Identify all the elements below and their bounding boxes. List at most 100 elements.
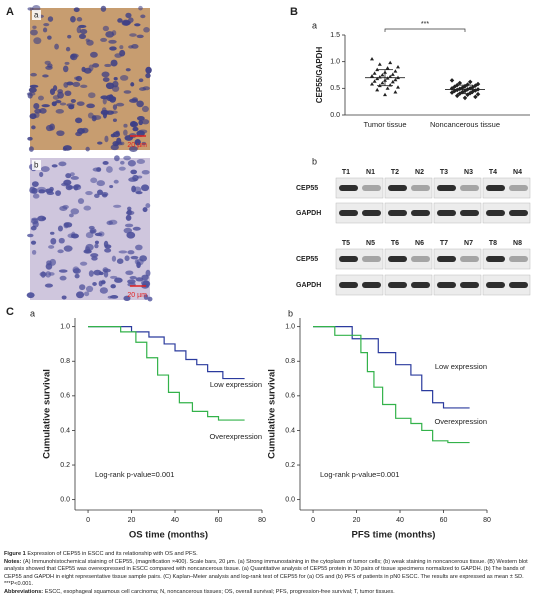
- cell-nucleus: [52, 95, 60, 100]
- blot-box: [384, 248, 433, 270]
- cell-nucleus: [143, 294, 149, 300]
- lane-label: N8: [513, 240, 522, 247]
- cell-nucleus: [131, 185, 137, 193]
- cell-nucleus: [59, 102, 67, 106]
- blot-band: [460, 256, 479, 262]
- cell-nucleus: [80, 84, 88, 89]
- blot-band: [411, 185, 430, 191]
- cell-nucleus: [129, 275, 137, 280]
- cell-nucleus: [83, 249, 92, 254]
- cell-nucleus: [125, 12, 132, 19]
- survival-curve: [88, 326, 245, 421]
- cell-nucleus: [61, 295, 67, 300]
- cell-nucleus: [135, 277, 144, 282]
- cell-nucleus: [91, 256, 98, 261]
- blot-band: [437, 210, 456, 216]
- label-box: [32, 160, 41, 170]
- cell-nucleus: [72, 268, 81, 274]
- cell-nucleus: [88, 270, 94, 277]
- cell-nucleus: [136, 175, 143, 179]
- cell-nucleus: [77, 128, 85, 134]
- cell-nucleus: [110, 284, 116, 289]
- lane-label: T3: [440, 169, 448, 176]
- cell-nucleus: [109, 46, 117, 51]
- cell-nucleus: [140, 14, 146, 19]
- cell-nucleus: [128, 145, 138, 152]
- data-point: [385, 66, 390, 70]
- caption-label: Abbreviations:: [4, 588, 44, 595]
- cell-nucleus: [138, 120, 143, 126]
- data-point: [370, 57, 374, 61]
- cell-nucleus: [42, 74, 49, 78]
- cell-nucleus: [39, 171, 44, 178]
- cell-nucleus: [110, 295, 119, 299]
- cell-nucleus: [124, 223, 134, 228]
- lane-label: N6: [415, 240, 424, 247]
- cell-nucleus: [102, 268, 111, 273]
- cell-nucleus: [128, 17, 134, 23]
- cell-nucleus: [39, 271, 47, 277]
- caption-text: Expression of CEP55 in ESCC and its rela…: [27, 551, 198, 557]
- cell-nucleus: [102, 161, 109, 165]
- cell-nucleus: [46, 191, 55, 196]
- blot-band: [437, 282, 456, 288]
- data-point: [383, 92, 387, 97]
- cell-nucleus: [99, 287, 108, 294]
- x-tick-label: 40: [171, 517, 179, 524]
- cell-nucleus: [90, 229, 96, 233]
- cell-nucleus: [63, 245, 73, 252]
- cell-nucleus: [97, 189, 103, 196]
- x-tick-label: 60: [440, 517, 448, 524]
- lane-label: T6: [391, 240, 399, 247]
- cell-nucleus: [70, 54, 76, 60]
- cell-nucleus: [123, 129, 128, 136]
- lane-label: N7: [464, 240, 473, 247]
- x-tick-label: 80: [483, 517, 491, 524]
- y-axis-label: Cumulative survival: [267, 369, 278, 459]
- cell-nucleus: [49, 186, 54, 192]
- lane-label: T1: [342, 169, 350, 176]
- panel-label: C: [6, 306, 14, 318]
- blot-band: [388, 210, 407, 216]
- cell-nucleus: [63, 81, 69, 88]
- blot-box: [433, 202, 482, 224]
- cell-nucleus: [129, 33, 137, 37]
- cell-nucleus: [70, 15, 76, 23]
- series-label: Overexpression: [209, 432, 262, 441]
- cell-nucleus: [135, 244, 143, 251]
- cell-nucleus: [37, 95, 44, 101]
- cell-nucleus: [116, 258, 124, 264]
- cell-nucleus: [49, 123, 55, 131]
- cell-nucleus: [114, 155, 120, 162]
- y-tick-label: 1.0: [60, 323, 70, 330]
- cell-nucleus: [100, 5, 107, 12]
- cell-nucleus: [123, 123, 128, 128]
- cell-nucleus: [85, 146, 90, 152]
- cell-nucleus: [102, 193, 108, 198]
- blot-band: [411, 210, 430, 216]
- data-point: [372, 79, 377, 83]
- cell-nucleus: [142, 207, 148, 213]
- data-point: [375, 76, 380, 81]
- cell-nucleus: [76, 101, 85, 106]
- cell-nucleus: [145, 203, 151, 209]
- blot-box: [482, 274, 531, 296]
- blot-band: [509, 256, 528, 262]
- cell-nucleus: [30, 29, 38, 36]
- data-point: [388, 60, 393, 65]
- cell-nucleus: [85, 285, 94, 293]
- cell-nucleus: [48, 245, 55, 249]
- cell-nucleus: [51, 164, 58, 168]
- survival-curve: [313, 326, 470, 409]
- x-tick-label: 0: [86, 517, 90, 524]
- cell-nucleus: [51, 101, 57, 107]
- blot-box: [384, 274, 433, 296]
- y-tick-label: 1.5: [330, 32, 340, 39]
- cell-nucleus: [73, 184, 82, 191]
- cell-nucleus: [43, 23, 50, 27]
- row-label: CEP55: [296, 185, 318, 192]
- blot-box: [384, 202, 433, 224]
- x-tick-label: 20: [128, 517, 136, 524]
- cell-nucleus: [90, 51, 98, 58]
